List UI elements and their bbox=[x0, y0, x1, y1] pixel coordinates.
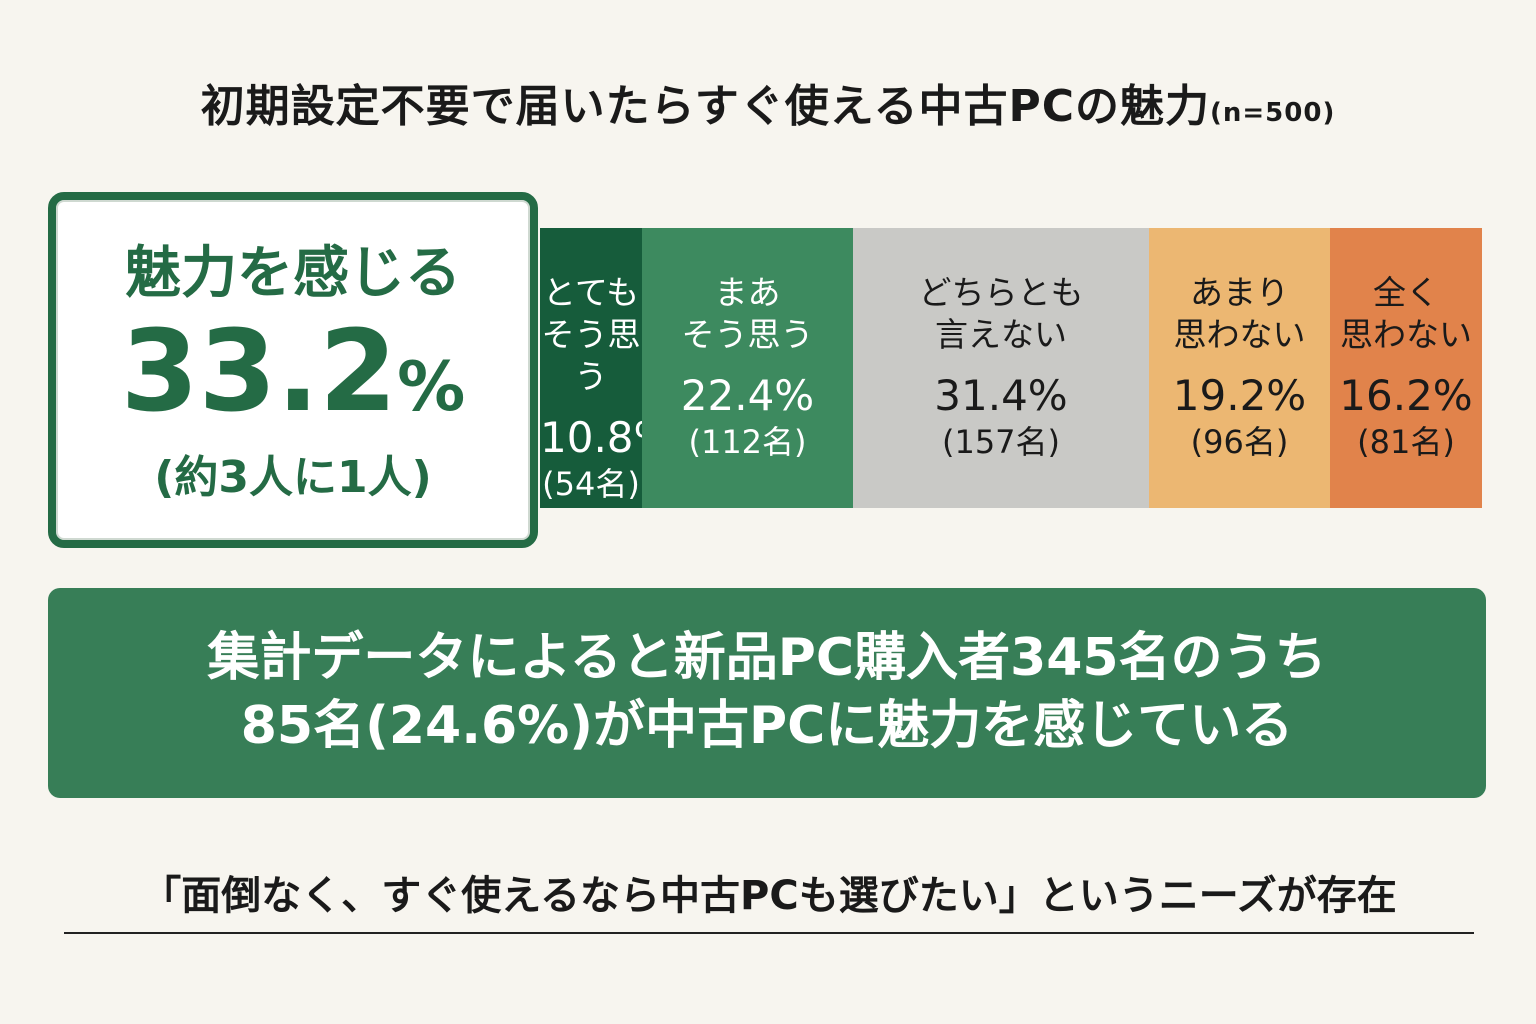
highlight-banner: 集計データによると新品PC購入者345名のうち 85名(24.6%)が中古PCに… bbox=[48, 588, 1486, 798]
segment-count: (96名) bbox=[1190, 423, 1289, 461]
segment-value: 10.8% bbox=[540, 413, 642, 462]
segment-count: (81名) bbox=[1357, 423, 1455, 461]
segment-label: とても そう思う bbox=[541, 273, 641, 396]
bar-segment: 全く 思わない 16.2% (81名) bbox=[1330, 228, 1482, 508]
segment-value: 16.2% bbox=[1339, 371, 1473, 420]
segment-value: 22.4% bbox=[680, 371, 815, 420]
segment-count: (112名) bbox=[688, 423, 807, 461]
segment-count: (54名) bbox=[542, 465, 640, 503]
banner-line-2: 85名(24.6%)が中古PCに魅力を感じている bbox=[240, 696, 1294, 756]
summary-percent-sign: % bbox=[397, 348, 466, 427]
bar-segment: どちらとも 言えない 31.4% (157名) bbox=[853, 228, 1149, 508]
summary-percent-value: 33.2 bbox=[120, 307, 398, 437]
bar-segment: とても そう思う 10.8%(54名) bbox=[540, 228, 642, 508]
sample-size: (n=500) bbox=[1210, 98, 1336, 128]
segment-label: あまり 思わない bbox=[1173, 273, 1306, 354]
summary-percent: 33.2% bbox=[56, 312, 530, 448]
stacked-bar: とても そう思う 10.8%(54名) まあ そう思う 22.4%(112名) どちらと… bbox=[540, 228, 1482, 508]
segment-label: 全く 思わない bbox=[1340, 273, 1472, 354]
segment-value: 19.2% bbox=[1172, 371, 1307, 420]
conclusion-text: 「面倒なく、すぐ使えるなら中古PCも選びたい」というニーズが存在 bbox=[64, 868, 1474, 934]
chart-title: 初期設定不要で届いたらすぐ使える中古PCの魅力(n=500) bbox=[0, 70, 1536, 134]
bar-segment: あまり 思わない 19.2% (96名) bbox=[1149, 228, 1330, 508]
banner-line-1: 集計データによると新品PC購入者345名のうち bbox=[207, 628, 1327, 688]
summary-box: 魅力を感じる 33.2% (約3人に1人) bbox=[48, 192, 538, 548]
summary-label: 魅力を感じる bbox=[125, 241, 461, 306]
summary-subtext: (約3人に1人) bbox=[154, 452, 432, 503]
segment-label: どちらとも 言えない bbox=[918, 273, 1084, 354]
segment-count: (157名) bbox=[941, 423, 1061, 461]
title-text: 初期設定不要で届いたらすぐ使える中古PCの魅力 bbox=[200, 81, 1210, 132]
segment-value: 31.4% bbox=[934, 371, 1068, 420]
segment-label: まあ そう思う bbox=[681, 273, 814, 354]
bar-segment: まあ そう思う 22.4% (112名) bbox=[642, 228, 853, 508]
